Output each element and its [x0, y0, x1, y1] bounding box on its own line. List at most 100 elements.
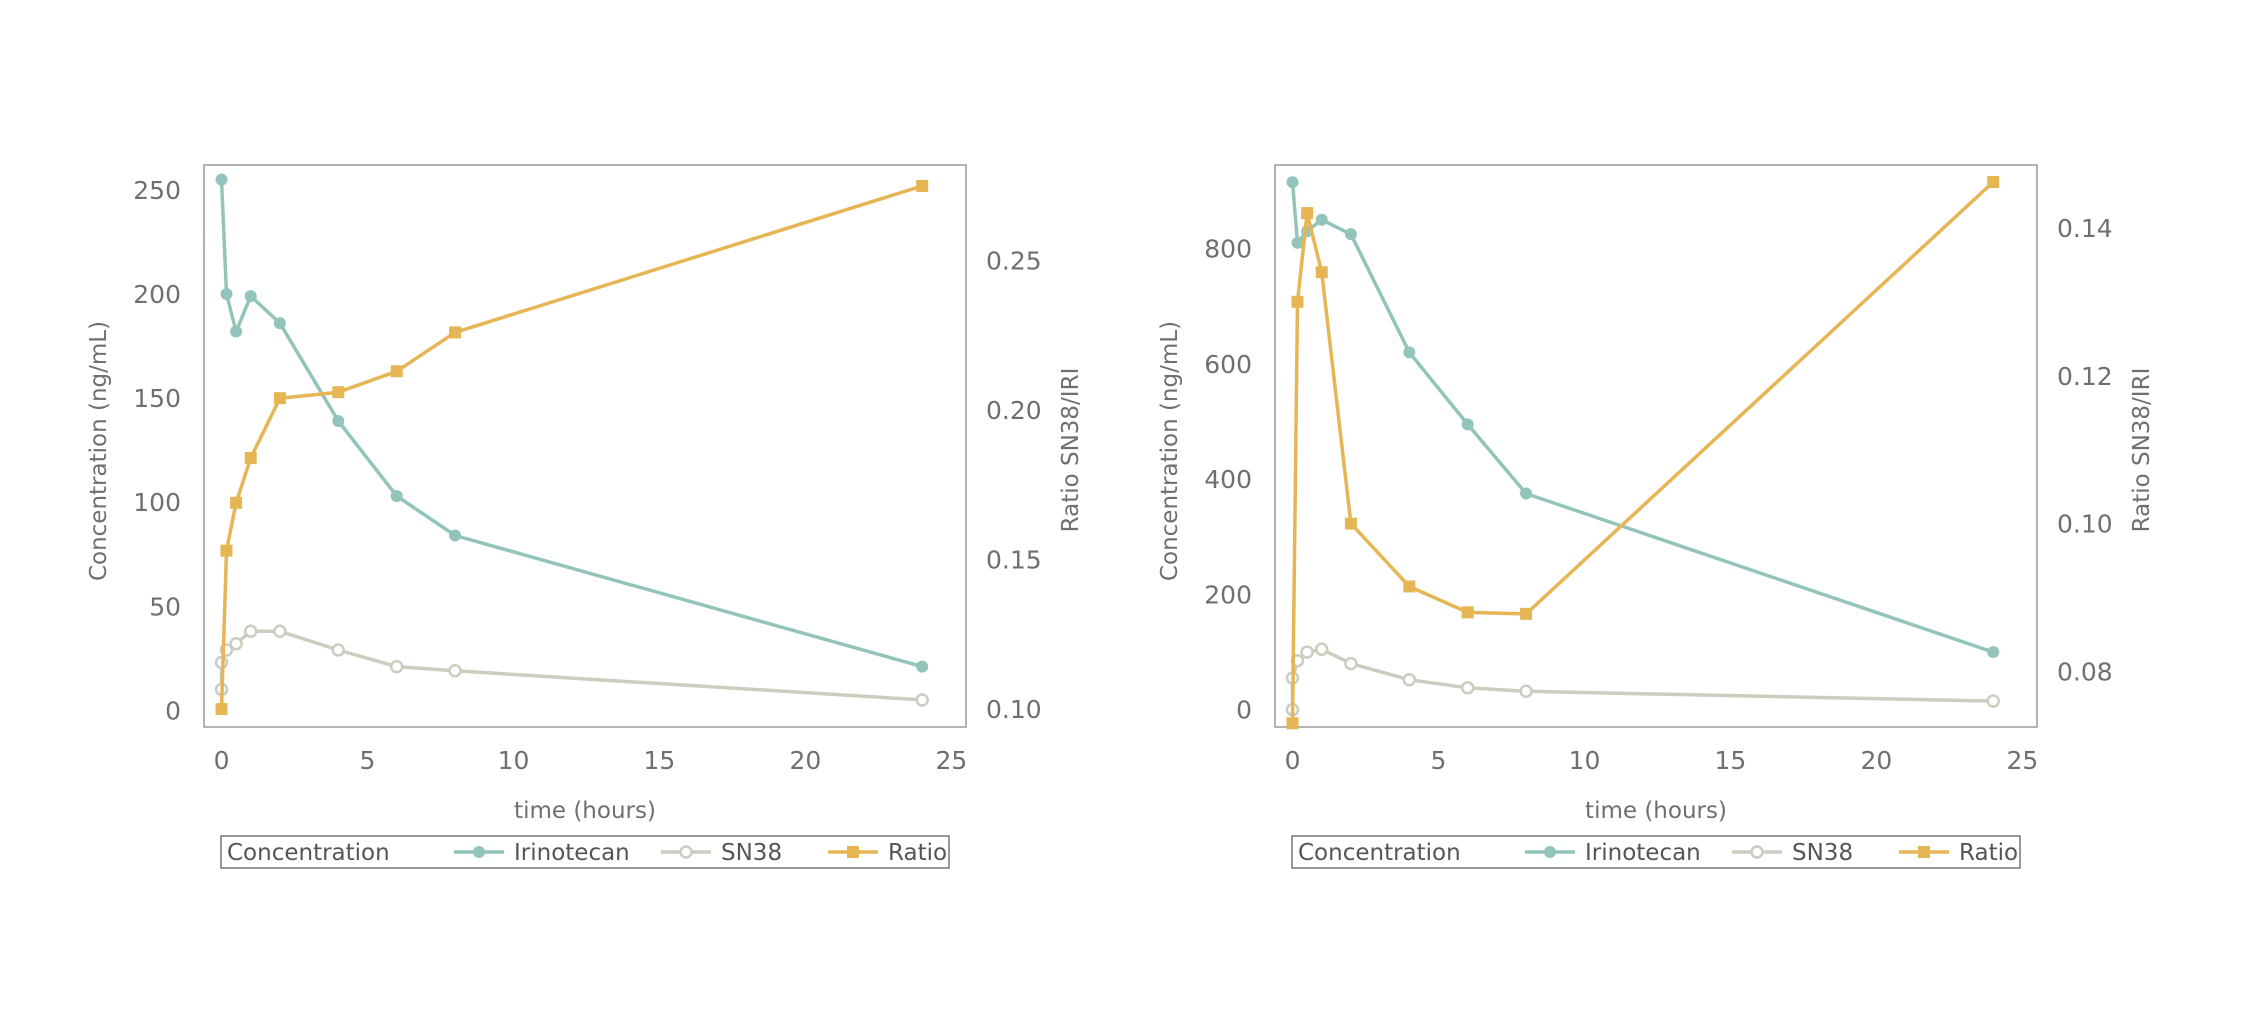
legend: Concentration Irinotecan SN38 Ratio: [1291, 835, 2021, 869]
x-axis-title: time (hours): [1585, 798, 1727, 824]
legend-label-ratio: Ratio: [1959, 840, 2018, 866]
point-sn38: [1344, 656, 1358, 671]
y2-tick-label: 0.14: [2057, 214, 2113, 243]
point-ratio: [215, 703, 228, 716]
point-irinotecan: [1403, 346, 1416, 359]
point-ratio: [1520, 607, 1533, 620]
plot-frame: [1274, 164, 2038, 728]
point-irinotecan: [1520, 487, 1533, 500]
point-ratio: [1301, 207, 1314, 220]
point-ratio: [244, 451, 257, 464]
point-sn38: [389, 659, 404, 674]
legend-label-irinotecan: Irinotecan: [1585, 840, 1701, 866]
x-tick-label: 0: [214, 746, 230, 775]
legend-marker-ratio: [847, 846, 859, 858]
x-tick-label: 25: [935, 746, 967, 775]
point-irinotecan: [916, 660, 929, 673]
y-tick-label: 50: [149, 592, 181, 621]
series-line-sn38: [1290, 647, 1994, 710]
legend: Concentration Irinotecan SN38 Ratio: [220, 835, 950, 869]
y-tick-label: 100: [133, 488, 181, 517]
point-ratio: [1291, 295, 1304, 308]
point-ratio: [1987, 176, 2000, 189]
legend-label-sn38: SN38: [1792, 840, 1853, 866]
legend-label-irinotecan: Irinotecan: [514, 840, 630, 866]
point-ratio: [1403, 580, 1416, 593]
point-ratio: [449, 326, 462, 339]
x-axis-title: time (hours): [514, 798, 656, 824]
point-sn38: [1986, 694, 2000, 708]
y2-tick-label: 0.15: [986, 546, 1042, 575]
x-tick-label: 25: [2006, 746, 2038, 775]
point-sn38: [273, 624, 287, 639]
y-tick-label: 600: [1204, 350, 1252, 379]
point-irinotecan: [215, 173, 228, 186]
x-tick-label: 5: [1431, 746, 1447, 775]
x-tick-label: 15: [1715, 746, 1747, 775]
point-irinotecan: [273, 317, 286, 330]
y2-tick-label: 0.10: [986, 695, 1042, 724]
y2-tick-label: 0.08: [2057, 658, 2113, 687]
series-line-ratio: [1290, 180, 1995, 724]
x-tick-label: 5: [360, 746, 376, 775]
point-irinotecan: [1461, 418, 1474, 431]
legend-marker-irinotecan: [473, 846, 485, 858]
chart-right: 0 5 10 15 20 25 0 200 400 600 800 0.08 0.10 0.12 0.14 t…: [1157, 164, 2155, 869]
point-ratio: [220, 544, 233, 557]
point-ratio: [1286, 717, 1299, 730]
x-tick-label: 10: [1569, 746, 1601, 775]
y2-tick-label: 0.20: [986, 396, 1042, 425]
legend-box: [220, 835, 950, 869]
y2-axis-title: Ratio SN38/IRI: [1058, 368, 1084, 533]
y2-tick-label: 0.10: [2057, 510, 2113, 539]
point-ratio: [1344, 517, 1357, 530]
series-line-ratio: [219, 184, 923, 710]
y2-axis-title: Ratio SN38/IRI: [2129, 368, 2155, 533]
y-tick-label: 400: [1204, 465, 1252, 494]
y-tick-label: 800: [1204, 235, 1252, 264]
y-tick-label: 200: [1204, 580, 1252, 609]
x-tick-label: 15: [644, 746, 676, 775]
point-ratio: [390, 365, 403, 378]
point-irinotecan: [1286, 176, 1299, 189]
plot-frame: [203, 164, 967, 728]
legend-marker-sn38: [1750, 845, 1764, 859]
point-sn38: [1519, 684, 1533, 699]
y-tick-label: 0: [1236, 696, 1252, 725]
point-ratio: [916, 179, 929, 192]
series-line-sn38: [219, 629, 923, 702]
point-irinotecan: [332, 415, 345, 428]
y-tick-label: 150: [133, 384, 181, 413]
point-ratio: [332, 386, 345, 399]
legend-marker-sn38: [679, 845, 693, 859]
chart-left: 0 5 10 15 20 250501001502002500.100.150.200.2…: [86, 164, 1084, 869]
legend-label-ratio: Ratio: [888, 840, 947, 866]
legend-marker-irinotecan: [1544, 846, 1556, 858]
y-axis-title: Concentration (ng/mL): [86, 321, 112, 581]
y2-tick-label: 0.25: [986, 247, 1042, 276]
y-tick-label: 250: [133, 176, 181, 205]
point-irinotecan: [1344, 228, 1357, 241]
legend-title: Concentration: [227, 840, 390, 866]
x-tick-label: 10: [498, 746, 530, 775]
point-irinotecan: [220, 288, 233, 301]
point-sn38: [1314, 642, 1329, 656]
point-sn38: [229, 636, 243, 651]
legend-label-sn38: SN38: [721, 840, 782, 866]
point-ratio: [1315, 266, 1328, 279]
point-sn38: [915, 693, 929, 707]
y2-tick-label: 0.12: [2057, 362, 2113, 391]
point-irinotecan: [1315, 213, 1328, 226]
point-irinotecan: [390, 489, 403, 502]
x-tick-label: 20: [790, 746, 822, 775]
point-irinotecan: [1291, 236, 1304, 249]
x-tick-label: 0: [1285, 746, 1301, 775]
series-line-irinotecan: [219, 179, 923, 669]
point-sn38: [1460, 681, 1475, 695]
point-ratio: [1461, 606, 1474, 619]
point-irinotecan: [449, 529, 462, 542]
legend-title: Concentration: [1298, 840, 1461, 866]
legend-marker-ratio: [1918, 846, 1930, 858]
point-irinotecan: [1987, 646, 2000, 659]
